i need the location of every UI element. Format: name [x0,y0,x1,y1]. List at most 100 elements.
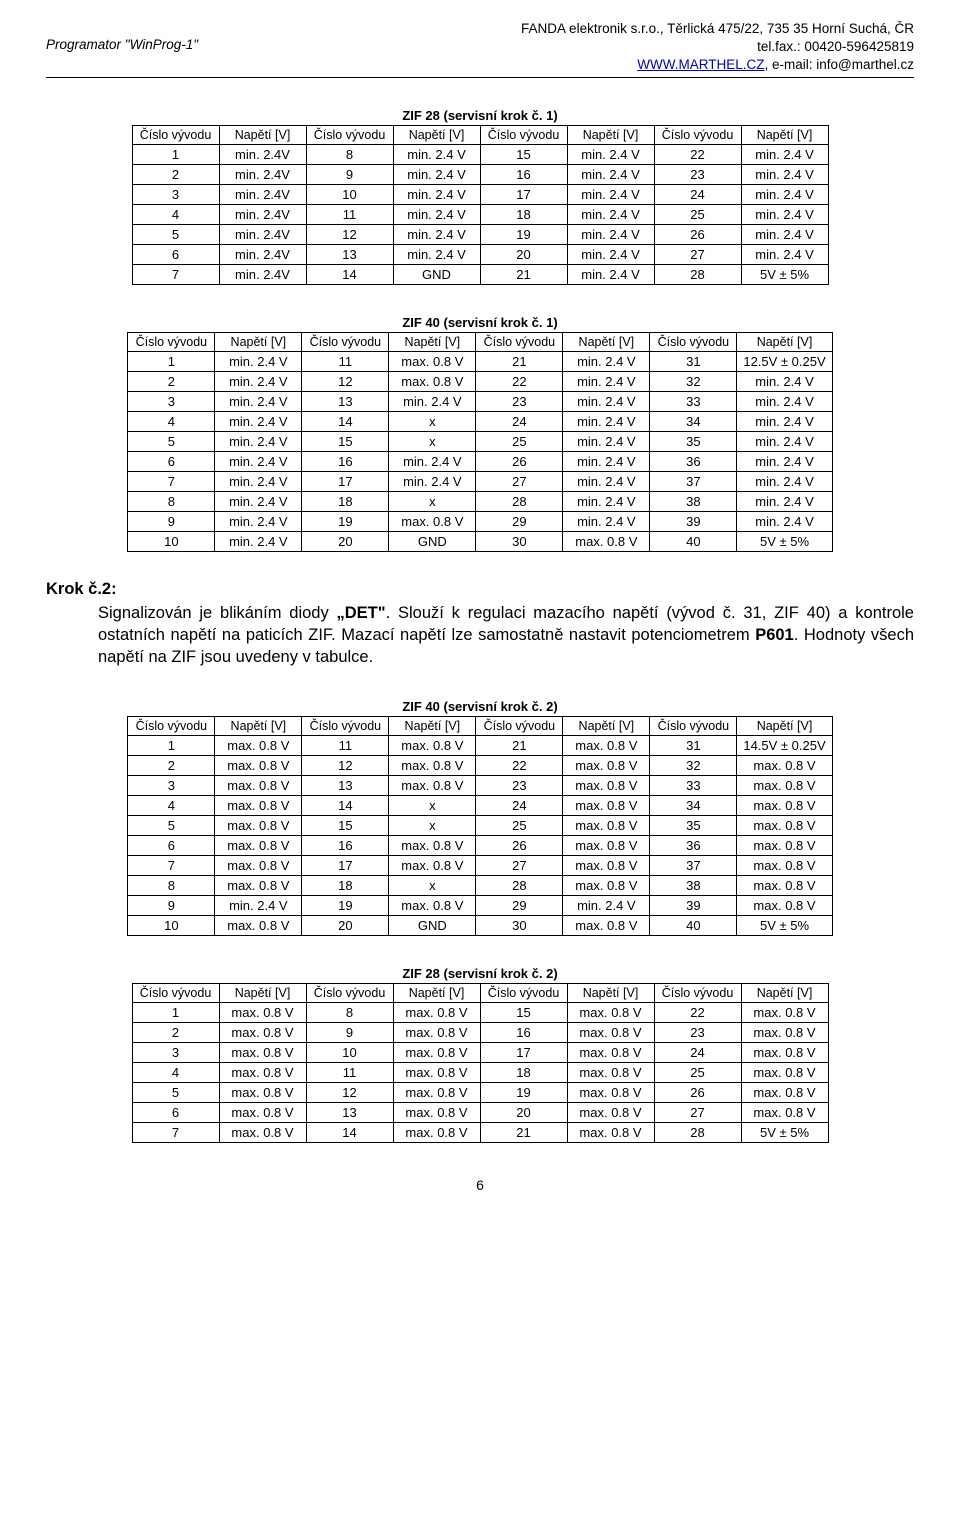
table-cell: 23 [654,1022,741,1042]
table-cell: 14 [306,264,393,284]
table-cell: min. 2.4 V [567,244,654,264]
table-cell: 1 [132,144,219,164]
table-cell: min. 2.4 V [737,471,832,491]
table-cell: max. 0.8 V [389,371,476,391]
table-row: 5min. 2.4 V15x25min. 2.4 V35min. 2.4 V [128,431,832,451]
table-cell: max. 0.8 V [389,755,476,775]
table-cell: x [389,411,476,431]
table-cell: max. 0.8 V [215,795,302,815]
table-cell: 21 [480,1122,567,1142]
table-cell: min. 2.4 V [215,491,302,511]
table-cell: min. 2.4 V [393,204,480,224]
table-cell: min. 2.4 V [215,431,302,451]
table-cell: 27 [654,244,741,264]
table-cell: min. 2.4 V [741,244,828,264]
table-cell: 5V ± 5% [741,264,828,284]
table-cell: 21 [480,264,567,284]
table-cell: max. 0.8 V [393,1002,480,1022]
table-row: 8min. 2.4 V18x28min. 2.4 V38min. 2.4 V [128,491,832,511]
table-cell: GND [389,915,476,935]
table-cell: 21 [476,735,563,755]
table-cell: x [389,875,476,895]
table-cell: 11 [302,351,389,371]
table-row: 5max. 0.8 V15x25max. 0.8 V35max. 0.8 V [128,815,832,835]
table-cell: 33 [650,775,737,795]
table-cell: min. 2.4 V [741,164,828,184]
header-divider [46,77,914,78]
table-cell: max. 0.8 V [567,1022,654,1042]
table-cell: 25 [654,204,741,224]
table-cell: 1 [132,1002,219,1022]
table-cell: min. 2.4 V [389,451,476,471]
table-cell: min. 2.4 V [393,224,480,244]
header-email: , e-mail: info@marthel.cz [765,57,915,72]
table-cell: 20 [480,244,567,264]
table-cell: min. 2.4 V [567,164,654,184]
table-cell: 6 [132,244,219,264]
table-row: 8max. 0.8 V18x28max. 0.8 V38max. 0.8 V [128,875,832,895]
table-cell: max. 0.8 V [563,855,650,875]
header-website-link[interactable]: WWW.MARTHEL.CZ [637,57,764,72]
table-cell: min. 2.4 V [737,391,832,411]
table-cell: 17 [480,1042,567,1062]
col-header-napeti: Napětí [V] [741,983,828,1002]
table-cell: 22 [654,144,741,164]
col-header-cislo: Číslo vývodu [650,332,737,351]
table-cell: 4 [132,204,219,224]
table-cell: max. 0.8 V [737,795,832,815]
table-cell: 7 [128,855,215,875]
table-cell: max. 0.8 V [389,835,476,855]
table-cell: max. 0.8 V [563,531,650,551]
table-cell: min. 2.4V [219,144,306,164]
table-cell: 32 [650,371,737,391]
table-zif28-step2: ZIF 28 (servisní krok č. 2)Číslo vývoduN… [132,962,829,1143]
table-cell: max. 0.8 V [567,1082,654,1102]
table-cell: max. 0.8 V [393,1082,480,1102]
table-cell: max. 0.8 V [741,1002,828,1022]
col-header-napeti: Napětí [V] [219,983,306,1002]
table-cell: 31 [650,351,737,371]
table-cell: 23 [654,164,741,184]
table-cell: 19 [302,895,389,915]
table-cell: 5 [132,1082,219,1102]
table-cell: min. 2.4V [219,184,306,204]
header-contact: WWW.MARTHEL.CZ, e-mail: info@marthel.cz [521,56,914,74]
table-cell: 14.5V ± 0.25V [737,735,832,755]
table-cell: max. 0.8 V [219,1122,306,1142]
table-cell: max. 0.8 V [393,1122,480,1142]
table-cell: 4 [128,411,215,431]
col-header-napeti: Napětí [V] [389,332,476,351]
col-header-napeti: Napětí [V] [215,332,302,351]
table-cell: max. 0.8 V [389,895,476,915]
table-cell: 2 [132,1022,219,1042]
table-cell: x [389,795,476,815]
table-cell: 28 [654,1122,741,1142]
table-cell: 35 [650,431,737,451]
table-cell: 27 [654,1102,741,1122]
table-cell: min. 2.4 V [567,264,654,284]
table-cell: max. 0.8 V [215,915,302,935]
table-cell: max. 0.8 V [737,875,832,895]
table-cell: max. 0.8 V [389,775,476,795]
table-cell: 25 [476,815,563,835]
table-cell: 27 [476,471,563,491]
table-cell: max. 0.8 V [563,795,650,815]
table-cell: min. 2.4 V [741,184,828,204]
table-cell: max. 0.8 V [219,1042,306,1062]
table-row: 1min. 2.4 V11max. 0.8 V21min. 2.4 V3112.… [128,351,832,371]
table-cell: max. 0.8 V [389,855,476,875]
table-cell: max. 0.8 V [219,1082,306,1102]
table-cell: max. 0.8 V [215,755,302,775]
table-cell: 25 [476,431,563,451]
table-cell: 24 [654,1042,741,1062]
col-header-napeti: Napětí [V] [389,716,476,735]
table-cell: 28 [476,875,563,895]
table-cell: 24 [476,795,563,815]
col-header-cislo: Číslo vývodu [306,983,393,1002]
table-cell: 10 [128,531,215,551]
table-cell: 15 [480,144,567,164]
table-row: 3max. 0.8 V13max. 0.8 V23max. 0.8 V33max… [128,775,832,795]
table-cell: 5V ± 5% [737,915,832,935]
table-row: 7min. 2.4 V17min. 2.4 V27min. 2.4 V37min… [128,471,832,491]
table-cell: 11 [306,1062,393,1082]
